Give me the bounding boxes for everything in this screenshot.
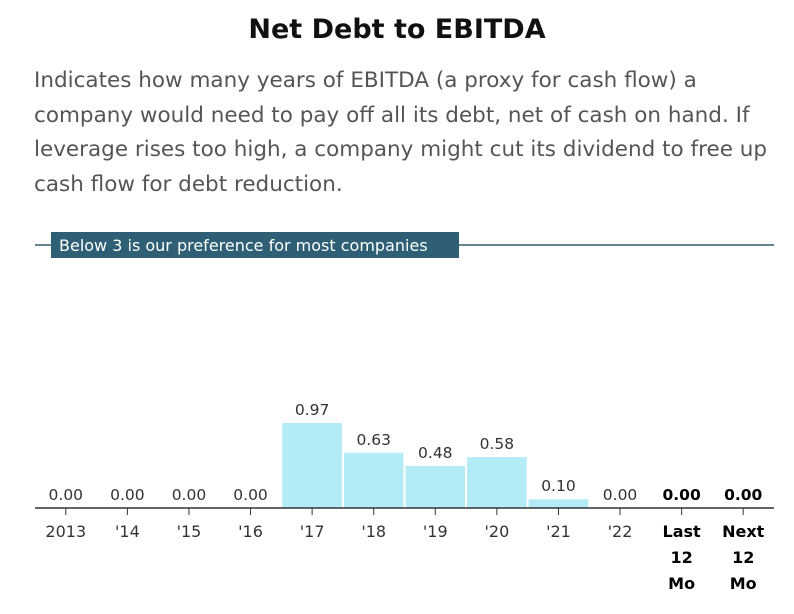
chart-description: Indicates how many years of EBITDA (a pr… <box>34 68 768 197</box>
value-label-20: 0.58 <box>480 435 515 453</box>
tick-label-15: '15 <box>177 522 202 541</box>
value-label-22: 0.00 <box>603 486 638 504</box>
value-label-next-12-mo: 0.00 <box>724 486 762 504</box>
value-label-21: 0.10 <box>541 477 576 495</box>
tick-label-14: '14 <box>115 522 140 541</box>
value-label-17: 0.97 <box>295 401 330 419</box>
tick-label-16: '16 <box>238 522 263 541</box>
tick-label-20: '20 <box>484 522 509 541</box>
reference-label-background <box>51 232 459 258</box>
tick-label-21: '21 <box>546 522 571 541</box>
chart-title: Net Debt to EBITDA <box>248 14 546 45</box>
tick-label-22: '22 <box>608 522 633 541</box>
tick-label-19: '19 <box>423 522 448 541</box>
value-label-16: 0.00 <box>233 486 268 504</box>
bar-20 <box>467 457 527 508</box>
value-label-15: 0.00 <box>172 486 207 504</box>
value-label-last-12-mo: 0.00 <box>663 486 701 504</box>
reference-label: Below 3 is our preference for most compa… <box>59 236 428 255</box>
bar-19 <box>405 465 466 508</box>
value-label-2013: 0.00 <box>49 486 84 504</box>
tick-label-17: '17 <box>300 522 325 541</box>
tick-label-last-12-mo: Last 12 Mo <box>663 522 702 593</box>
value-label-14: 0.00 <box>110 486 145 504</box>
value-label-18: 0.63 <box>356 431 391 449</box>
bar-18 <box>343 452 404 508</box>
bar-17 <box>282 422 342 508</box>
tick-label-2013: 2013 <box>45 522 86 541</box>
tick-label-next-12-mo: Next 12 Mo <box>722 522 765 593</box>
value-label-19: 0.48 <box>418 444 453 462</box>
bar-21 <box>528 499 589 508</box>
tick-label-18: '18 <box>361 522 386 541</box>
